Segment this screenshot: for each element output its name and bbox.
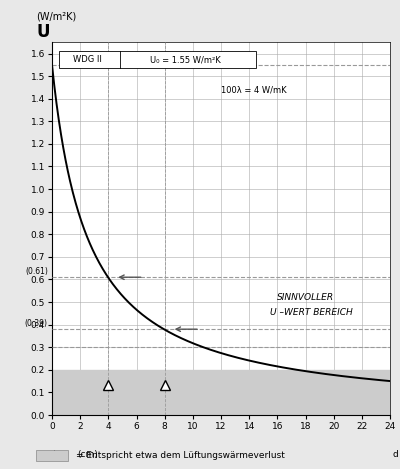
Text: U₀ = 1.55 W/m²K: U₀ = 1.55 W/m²K (150, 55, 221, 64)
Text: d: d (393, 450, 398, 459)
Bar (52, 370, 390, 415)
Text: 100λ = 4 W/mK: 100λ = 4 W/mK (221, 85, 287, 94)
Text: (cm): (cm) (77, 450, 98, 459)
Text: U –WERT BEREICH: U –WERT BEREICH (270, 308, 353, 317)
Text: U: U (36, 23, 50, 40)
Text: SINNVOLLER: SINNVOLLER (277, 293, 334, 302)
Text: (0.39): (0.39) (25, 319, 48, 328)
Text: (W/m²K): (W/m²K) (36, 12, 76, 22)
Bar (59, 51, 256, 68)
Text: d: d (49, 450, 55, 459)
Text: WDG II: WDG II (73, 55, 102, 64)
Text: (0.61): (0.61) (25, 267, 48, 276)
Text: = Entspricht etwa dem Lüftungswärmeverlust: = Entspricht etwa dem Lüftungswärmeverlu… (76, 451, 285, 460)
